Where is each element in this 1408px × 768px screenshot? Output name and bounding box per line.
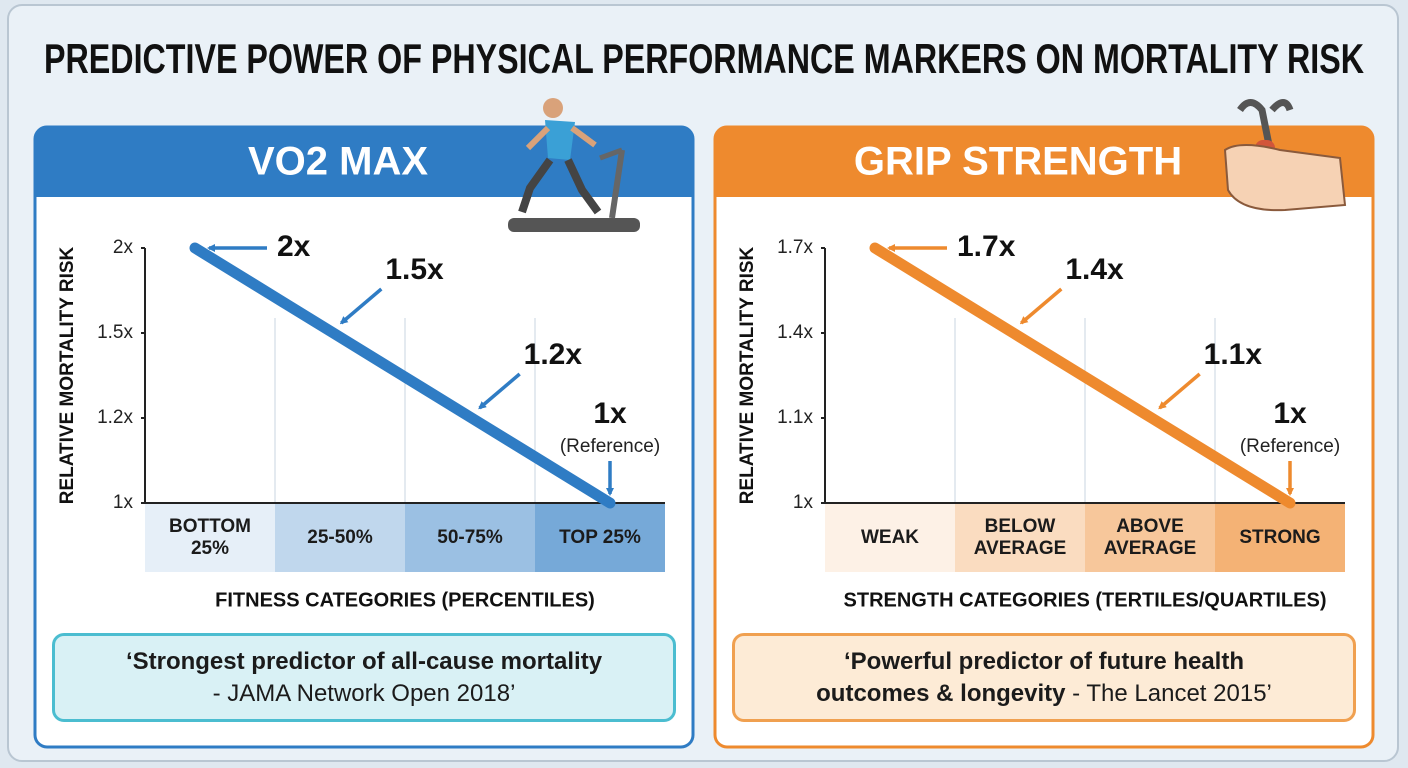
annotation: (Reference): [1240, 436, 1340, 457]
category-band: [825, 503, 955, 572]
label-arrow: [339, 287, 383, 325]
y-tick-label: 1.7x: [777, 237, 813, 258]
label-arrow: [1019, 287, 1063, 325]
quote-text: ‘Strongest predictor of all-cause mortal…: [125, 648, 603, 676]
value-label: 1.7x: [957, 230, 1016, 263]
value-label: 1.4x: [1065, 253, 1124, 286]
panel-title: GRIP STRENGTH: [854, 140, 1182, 184]
value-label: 1.2x: [524, 338, 583, 371]
main-title: PREDICTIVE POWER OF PHYSICAL PERFORMANCE…: [44, 35, 1364, 82]
y-tick-label: 1x: [113, 492, 134, 513]
panel-header: [715, 127, 1373, 197]
treadmill-icon: [508, 98, 640, 232]
x-tick-label: ABOVE AVERAGE: [1103, 515, 1197, 559]
quote-wrap: ‘Powerful predictor of future health out…: [805, 646, 1283, 708]
category-band: [275, 503, 405, 572]
value-label: 1x: [1273, 397, 1307, 430]
value-label: 2x: [277, 230, 311, 263]
x-tick-label: WEAK: [860, 526, 920, 548]
panel-title: VO2 MAX: [248, 140, 428, 184]
risk-curve: [189, 242, 616, 509]
y-tick-label: 2x: [113, 237, 134, 258]
y-tick-label: 1.2x: [97, 407, 133, 428]
category-band: [405, 503, 535, 572]
category-band: [955, 503, 1085, 572]
quote-source: - The Lancet 2015’: [1065, 679, 1272, 707]
category-band: [535, 503, 665, 572]
y-axis-label: RELATIVE MORTALITY RISK: [57, 246, 78, 504]
quote-wrap: ‘Strongest predictor of all-cause mortal…: [125, 646, 603, 708]
x-tick-label: STRONG: [1239, 526, 1321, 548]
x-tick-label: BELOW AVERAGE: [973, 515, 1067, 559]
value-label: 1x: [593, 397, 627, 430]
quote-box: ‘Strongest predictor of all-cause mortal…: [52, 633, 676, 722]
x-axis-label: STRENGTH CATEGORIES (TERTILES/QUARTILES): [844, 589, 1327, 611]
risk-curve: [869, 242, 1296, 509]
y-tick-label: 1.4x: [777, 322, 813, 343]
annotation: (Reference): [560, 436, 660, 457]
category-band: [145, 503, 275, 572]
quote-box: ‘Powerful predictor of future health out…: [732, 633, 1356, 722]
x-axis-label: FITNESS CATEGORIES (PERCENTILES): [215, 589, 595, 611]
x-tick-label: 25-50%: [307, 526, 373, 548]
value-label: 1.5x: [385, 253, 444, 286]
label-arrow: [478, 372, 521, 410]
grip-icon: [1223, 99, 1347, 212]
y-tick-label: 1.1x: [777, 407, 813, 428]
category-band: [1215, 503, 1345, 572]
x-tick-label: TOP 25%: [559, 526, 641, 548]
category-band: [1085, 503, 1215, 572]
y-tick-label: 1.5x: [97, 322, 133, 343]
y-axis-label: RELATIVE MORTALITY RISK: [737, 246, 758, 504]
x-tick-label: 50-75%: [437, 526, 503, 548]
label-arrow: [1158, 372, 1201, 410]
y-tick-label: 1x: [793, 492, 814, 513]
value-label: 1.1x: [1204, 338, 1263, 371]
quote-source: - JAMA Network Open 2018’: [212, 679, 516, 707]
quote-text: ‘Powerful predictor of future health out…: [816, 648, 1245, 707]
x-tick-label: BOTTOM 25%: [169, 515, 251, 559]
